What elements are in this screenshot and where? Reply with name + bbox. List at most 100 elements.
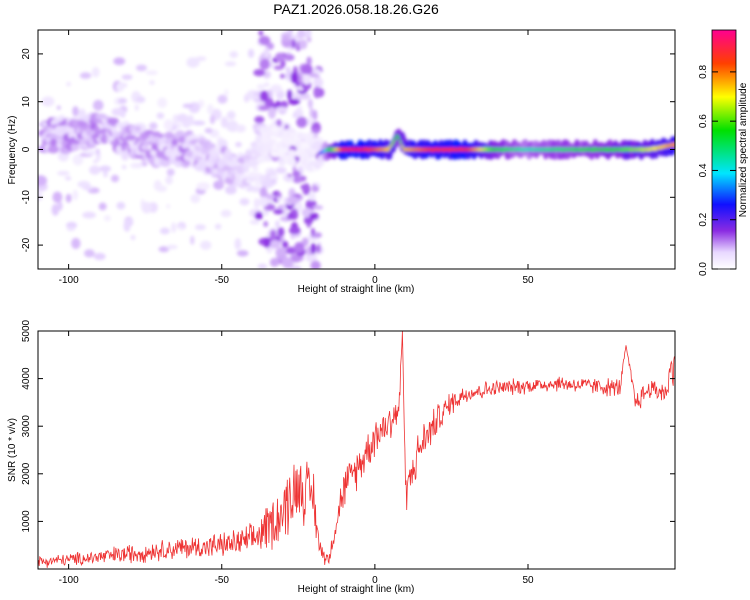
spectrogram-y-tick-label: 0 xyxy=(21,146,32,152)
spectrogram-cell xyxy=(270,178,277,185)
spectrogram-cell xyxy=(311,128,321,134)
spectrogram-cell xyxy=(194,162,207,172)
spectrogram-cell xyxy=(124,218,134,225)
spectrogram-x-tick-label: -50 xyxy=(215,275,230,286)
snr-panel: -100 -50 0 50 1000 2000 3000 4000 5000 Height of… xyxy=(7,319,676,595)
spectrogram-cell xyxy=(163,119,174,131)
spectrogram-cell xyxy=(93,252,106,261)
snr-x-tick-label: 0 xyxy=(372,575,378,586)
spectrogram-cell xyxy=(314,161,325,167)
spectrogram-cell xyxy=(130,162,144,169)
spectrogram-cell xyxy=(286,176,296,182)
spectrogram-cell xyxy=(306,56,312,66)
spectrogram-cell xyxy=(98,202,107,211)
spectrogram-cell xyxy=(253,198,260,209)
spectrogram-cell xyxy=(84,150,97,155)
spectrogram-cell xyxy=(263,220,269,227)
spectrogram-cell xyxy=(307,37,312,43)
spectrogram-cell xyxy=(66,226,76,231)
spectrogram-cell xyxy=(273,209,284,215)
spectrogram-heatmap xyxy=(38,30,675,269)
spectrogram-cell xyxy=(206,143,216,149)
spectrogram-cell xyxy=(296,116,308,128)
spectrogram-cell xyxy=(225,185,237,195)
spectrogram-cell xyxy=(302,73,311,85)
spectrogram-cell xyxy=(290,71,299,84)
spectrogram-cell xyxy=(288,149,296,159)
snr-y-tick-label: 3000 xyxy=(21,415,32,438)
spectrogram-cell xyxy=(258,30,264,36)
spectrogram-cell xyxy=(275,192,282,198)
spectrogram-cell xyxy=(275,52,285,63)
spectrogram-cell xyxy=(70,142,80,151)
spectrogram-cell xyxy=(47,145,60,154)
spectrogram-cell xyxy=(209,114,215,125)
spectrogram-cell xyxy=(65,176,72,181)
spectrogram-cell xyxy=(235,142,242,148)
snr-x-tick-label: -50 xyxy=(215,575,230,586)
spectrogram-cell xyxy=(166,168,175,176)
spectrogram-cell xyxy=(41,96,55,107)
spectrogram-cell xyxy=(141,201,152,214)
spectrogram-x-tick-label: 50 xyxy=(522,275,534,286)
spectrogram-cell xyxy=(273,127,282,132)
spectrogram-cell xyxy=(99,165,111,172)
spectrogram-cell xyxy=(165,244,178,250)
colorbar-ticks: 0.0 0.2 0.4 0.6 0.8 xyxy=(698,64,736,276)
spectrogram-cell xyxy=(72,154,84,166)
spectrogram-cell xyxy=(307,98,313,109)
spectrogram-cell xyxy=(200,240,212,250)
spectrogram-cell xyxy=(87,143,97,149)
spectrogram-cell xyxy=(286,196,299,205)
spectrogram-cell xyxy=(304,32,309,39)
spectrogram-cell xyxy=(263,236,271,248)
snr-plot-area xyxy=(38,331,675,569)
spectrogram-cell xyxy=(253,69,266,77)
spectrogram-cell xyxy=(256,83,266,90)
spectrogram-cell xyxy=(57,201,63,211)
spectrogram-cell xyxy=(283,54,295,61)
spectrogram-cell xyxy=(95,148,100,155)
spectrogram-cell xyxy=(288,226,301,235)
spectrogram-cell xyxy=(297,30,306,39)
colorbar-tick-label: 0.6 xyxy=(698,114,709,128)
spectrogram-cell xyxy=(290,253,302,263)
spectrogram-cell xyxy=(234,237,242,250)
spectrogram-cell xyxy=(265,194,276,200)
spectrogram-cell xyxy=(306,223,311,228)
spectrogram-cell xyxy=(267,138,277,143)
spectrogram-cell xyxy=(276,119,282,127)
spectrogram-cell xyxy=(312,205,324,210)
spectrogram-cell xyxy=(236,250,249,257)
spectrogram-cell xyxy=(279,100,289,109)
colorbar-tick-label: 0.0 xyxy=(698,262,709,276)
spectrogram-cell xyxy=(299,93,311,100)
colorbar-gradient xyxy=(711,29,737,270)
spectrogram-cell xyxy=(269,257,280,268)
spectrogram-cell xyxy=(182,103,194,109)
colorbar-tick-label: 0.2 xyxy=(698,212,709,226)
chart-title: PAZ1.2026.058.18.26.G26 xyxy=(273,1,439,17)
spectrogram-cell xyxy=(68,129,76,140)
spectrogram-cell xyxy=(52,191,63,203)
spectrogram-cell xyxy=(134,104,139,111)
spectrogram-x-axis-label: Height of straight line (km) xyxy=(298,284,415,295)
snr-y-tick-label: 1000 xyxy=(21,510,32,533)
spectrogram-cell xyxy=(671,142,675,148)
spectrogram-cell xyxy=(283,174,289,181)
spectrogram-cell xyxy=(65,193,72,203)
spectrogram-cell xyxy=(178,225,184,231)
spectrogram-cell xyxy=(176,113,189,123)
spectrogram-cell xyxy=(275,100,281,109)
spectrogram-cell xyxy=(269,229,277,241)
spectrogram-cell xyxy=(220,116,229,128)
spectrogram-cell xyxy=(247,48,255,58)
spectrogram-cell xyxy=(264,46,270,59)
spectrogram-cell xyxy=(279,161,285,167)
spectrogram-cell xyxy=(217,94,228,104)
colorbar-tick-label: 0.4 xyxy=(698,163,709,177)
spectrogram-cell xyxy=(309,108,315,119)
spectrogram-cell xyxy=(95,113,107,120)
spectrogram-cell xyxy=(38,191,43,202)
spectrogram-cell xyxy=(109,117,119,125)
